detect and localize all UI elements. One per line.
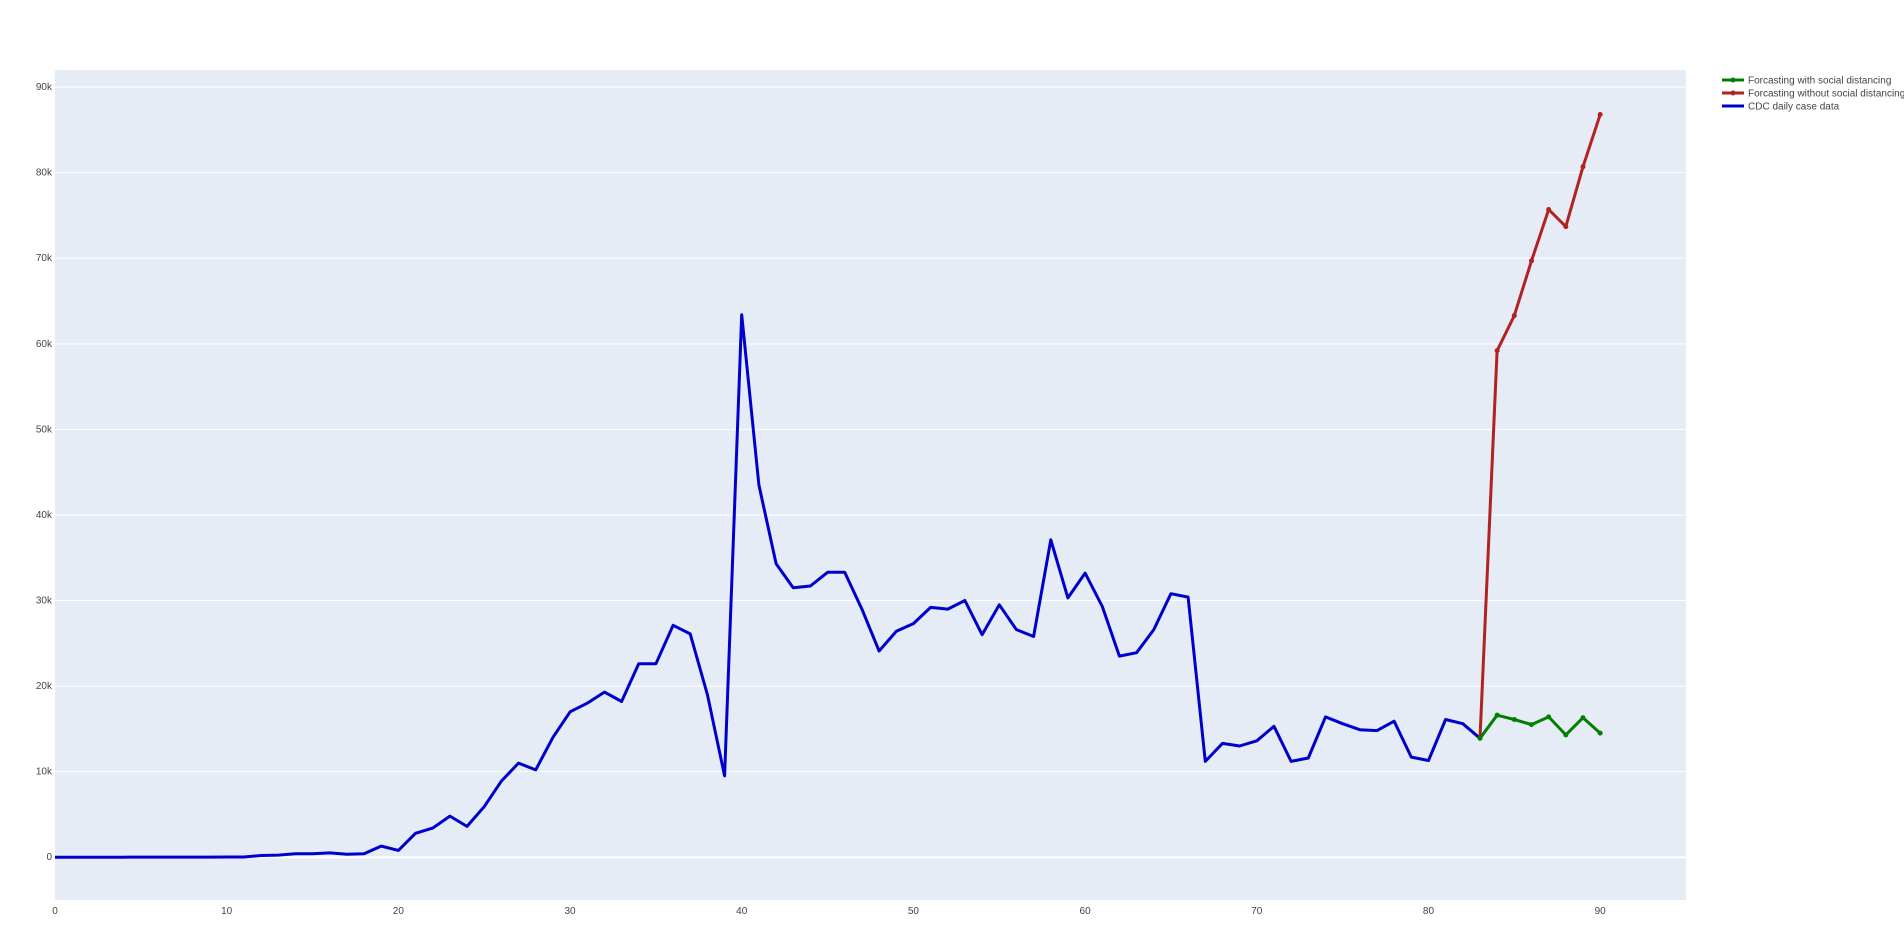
data-point: [1563, 224, 1569, 230]
data-point: [1563, 732, 1569, 738]
y-tick-label: 70k: [36, 253, 53, 264]
data-point: [1580, 715, 1586, 721]
y-tick-label: 10k: [36, 767, 53, 778]
data-point: [1528, 258, 1534, 264]
y-tick-label: 40k: [36, 510, 53, 521]
data-point: [1546, 206, 1552, 212]
y-tick-label: 20k: [36, 681, 53, 692]
y-tick-label: 60k: [36, 339, 53, 350]
x-tick-label: 40: [736, 906, 748, 917]
y-tick-label: 80k: [36, 168, 53, 179]
data-point: [1528, 722, 1534, 728]
x-tick-label: 0: [52, 906, 58, 917]
legend-label: CDC daily case data: [1748, 102, 1840, 113]
legend-label: Forcasting with social distancing: [1748, 76, 1891, 87]
legend-label: Forcasting without social distancing: [1748, 89, 1904, 100]
data-point: [1597, 111, 1603, 117]
data-point: [1494, 712, 1500, 718]
x-tick-label: 30: [564, 906, 576, 917]
series-line-1: [1478, 114, 1602, 739]
x-tick-label: 70: [1251, 906, 1263, 917]
plot-area: [55, 70, 1686, 900]
y-tick-label: 30k: [36, 596, 53, 607]
x-tick-label: 50: [908, 906, 920, 917]
y-tick-label: 90k: [36, 82, 53, 93]
data-point: [1511, 716, 1517, 722]
y-axis-ticks: 0 10k 20k 30k 40k 50k 60k 70k 80k 90k: [36, 82, 53, 863]
x-axis-ticks: 0 10 20 30 40 50 60 70 80 90: [52, 906, 1606, 917]
x-tick-label: 20: [393, 906, 405, 917]
data-point: [1597, 730, 1603, 736]
x-tick-label: 80: [1423, 906, 1435, 917]
x-tick-label: 10: [221, 906, 233, 917]
y-tick-label: 0: [46, 852, 52, 863]
legend-marker: [1730, 77, 1736, 83]
data-point: [1580, 164, 1586, 170]
legend-item-0[interactable]: Forcasting with social distancing: [1722, 76, 1891, 87]
data-point: [1546, 714, 1552, 720]
legend-item-1[interactable]: Forcasting without social distancing: [1722, 89, 1904, 100]
x-tick-label: 90: [1595, 906, 1607, 917]
x-tick-label: 60: [1080, 906, 1092, 917]
series-line-0: [1478, 713, 1602, 740]
legend-item-2[interactable]: CDC daily case data: [1722, 102, 1840, 113]
data-point: [1494, 348, 1500, 354]
legend[interactable]: Forcasting with social distancing Forcast…: [1722, 76, 1904, 113]
series-line-2: [55, 313, 1481, 859]
legend-marker: [1730, 90, 1736, 96]
series-layer: [55, 111, 1603, 859]
grid-lines: [55, 86, 1686, 859]
data-point: [1477, 735, 1483, 741]
data-point: [1511, 313, 1517, 319]
y-tick-label: 50k: [36, 424, 53, 435]
